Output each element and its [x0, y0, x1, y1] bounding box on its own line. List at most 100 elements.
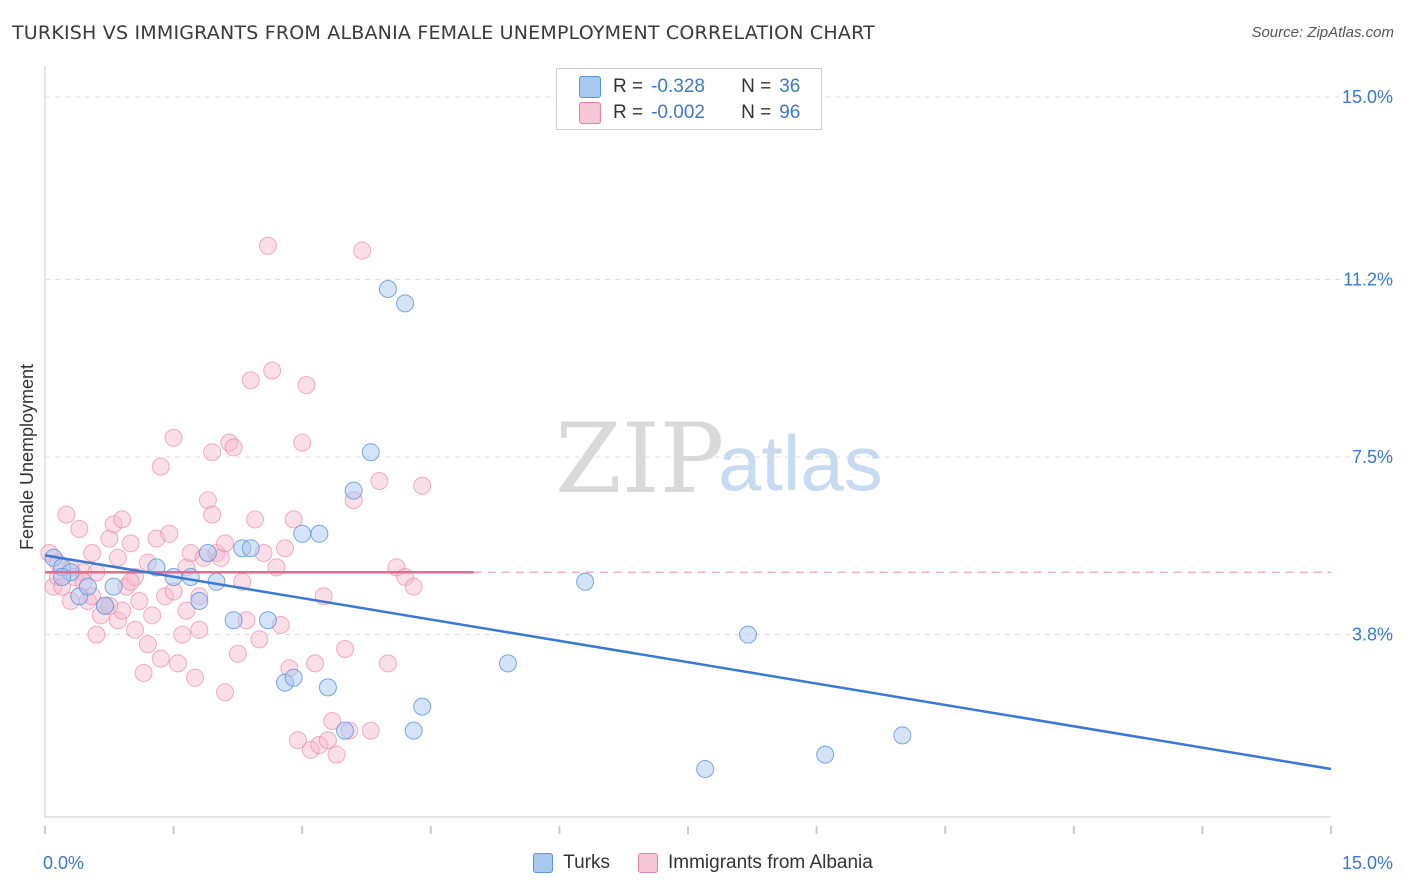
legend-label-albania: Immigrants from Albania	[667, 852, 873, 873]
albania-point	[57, 505, 76, 524]
n-label: N =	[741, 76, 772, 97]
albania-points	[40, 236, 432, 764]
axes	[44, 66, 1332, 834]
turks-point	[241, 539, 260, 558]
albania-point	[130, 592, 149, 610]
albania-point	[258, 236, 277, 255]
albania-point	[108, 611, 127, 630]
albania-point	[228, 644, 247, 663]
turks-point	[310, 524, 329, 543]
turks-point	[893, 726, 912, 745]
turks-point	[78, 577, 97, 596]
albania-point	[263, 361, 282, 380]
albania-point	[83, 544, 102, 562]
turks-point	[336, 721, 355, 740]
albania-point	[134, 664, 153, 682]
turks-point	[104, 577, 123, 596]
albania-swatch	[579, 102, 601, 124]
r-value: -0.002	[651, 102, 705, 123]
turks-swatch	[579, 76, 601, 98]
albania-point	[104, 515, 123, 534]
turks-point	[498, 654, 517, 673]
turks-point	[396, 294, 415, 313]
albania-point	[323, 712, 342, 730]
legend-label-turks: Turks	[563, 852, 610, 873]
albania-point	[151, 457, 170, 476]
trend-lines	[44, 554, 1332, 771]
albania-point	[293, 433, 312, 452]
albania-point	[126, 620, 145, 639]
turks-point	[190, 592, 209, 610]
albania-point	[121, 534, 140, 553]
albania-point	[306, 654, 325, 673]
albania-point	[224, 438, 243, 457]
x-tick-labels: 0.0% 15.0%	[43, 853, 1393, 873]
albania-point	[241, 371, 260, 390]
stats-row-albania: R = -0.002 N = 96	[579, 101, 800, 125]
albania-point	[301, 740, 320, 759]
albania-point	[151, 649, 170, 668]
turks-point	[404, 721, 423, 740]
albania-point	[413, 476, 432, 495]
albania-point	[70, 520, 89, 538]
albania-point	[297, 376, 316, 394]
albania-point	[100, 529, 119, 548]
turks-legend-swatch	[533, 853, 554, 873]
y-tick-label: 15.0%	[1342, 87, 1393, 107]
x-tick-label: 15.0%	[1342, 853, 1393, 873]
legend-item-turks[interactable]: Turks	[533, 852, 610, 874]
legend: Turks Immigrants from Albania	[0, 852, 1406, 874]
albania-point	[250, 630, 269, 649]
albania-point	[190, 620, 209, 639]
chart-title: TURKISH VS IMMIGRANTS FROM ALBANIA FEMAL…	[12, 22, 875, 44]
turks-point	[318, 678, 337, 697]
albania-point	[370, 472, 389, 490]
albania-point	[246, 510, 265, 529]
legend-item-albania[interactable]: Immigrants from Albania	[637, 852, 873, 874]
y-tick-label: 3.8%	[1352, 625, 1393, 645]
r-value: -0.328	[651, 76, 705, 97]
albania-point	[327, 745, 346, 764]
albania-point	[288, 731, 307, 750]
albania-point	[276, 539, 295, 558]
turks-point	[344, 481, 363, 500]
albania-point	[87, 625, 106, 644]
y-tick-label: 7.5%	[1352, 447, 1393, 467]
albania-point	[216, 534, 235, 553]
albania-point	[353, 241, 372, 260]
turks-trend-line	[44, 554, 1332, 771]
watermark-atlas: atlas	[718, 419, 883, 507]
albania-point	[284, 510, 303, 529]
stats-row-turks: R = -0.328 N = 36	[579, 75, 800, 99]
albania-point	[216, 683, 235, 702]
stats-box: R = -0.328 N = 36 R = -0.002 N = 96	[556, 68, 822, 130]
albania-point	[318, 731, 337, 750]
turks-point	[413, 697, 432, 716]
r-label: R =	[613, 76, 644, 97]
albania-point	[108, 548, 127, 567]
albania-point	[336, 640, 355, 658]
n-label: N =	[741, 102, 772, 123]
turks-point	[284, 668, 303, 687]
watermark-zip: ZIP	[555, 403, 724, 515]
turks-point	[224, 611, 243, 630]
albania-point	[156, 587, 175, 606]
albania-point	[168, 654, 187, 673]
albania-point	[113, 510, 132, 529]
albania-point	[164, 428, 183, 447]
turks-point	[198, 544, 217, 562]
turks-point	[816, 745, 835, 764]
grid-lines	[45, 96, 1392, 636]
watermark: ZIP atlas	[555, 403, 883, 515]
albania-point	[186, 668, 205, 687]
turks-point	[696, 760, 715, 778]
x-tick-label: 0.0%	[43, 853, 84, 873]
albania-point	[143, 606, 162, 625]
albania-point	[378, 654, 397, 673]
turks-point	[576, 572, 595, 591]
r-label: R =	[613, 102, 644, 123]
albania-point	[160, 524, 179, 543]
albania-point	[203, 443, 222, 462]
albania-point	[310, 736, 329, 754]
